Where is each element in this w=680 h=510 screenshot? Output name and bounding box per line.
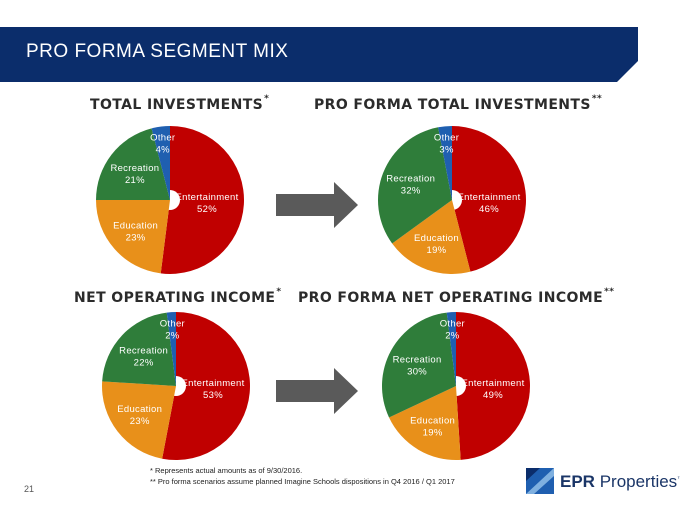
- chart-title-mark: **: [604, 287, 615, 297]
- arrow-right-icon: [276, 182, 358, 228]
- epr-properties-logo: EPR Properties™: [526, 468, 680, 494]
- slide-title: PRO FORMA SEGMENT MIX: [26, 41, 289, 62]
- slice-category-label: Recreation: [110, 163, 159, 174]
- slice-value-label: 2%: [165, 330, 180, 341]
- slice-category-label: Entertainment: [175, 192, 238, 203]
- slice-category-label: Education: [117, 404, 162, 415]
- chart-title-total-investments: TOTAL INVESTMENTS*: [90, 94, 270, 113]
- chart-title-mark: *: [276, 287, 282, 297]
- footnotes: * Represents actual amounts as of 9/30/2…: [150, 465, 455, 487]
- pie-slice-entertainment: [162, 312, 250, 460]
- slice-category-label: Entertainment: [461, 378, 524, 389]
- chart-title-text: TOTAL INVESTMENTS: [90, 97, 264, 113]
- slice-value-label: 53%: [203, 390, 223, 401]
- logo-tm: ™: [677, 476, 680, 482]
- slice-value-label: 52%: [197, 204, 217, 215]
- pie-slice-recreation: [102, 312, 176, 386]
- chart-title-pro-forma-net-operating-income: PRO FORMA NET OPERATING INCOME**: [298, 287, 615, 306]
- slice-value-label: 23%: [130, 416, 150, 427]
- footnote-2: ** Pro forma scenarios assume planned Im…: [150, 477, 455, 486]
- slice-category-label: Other: [434, 133, 459, 144]
- slice-category-label: Recreation: [386, 174, 435, 185]
- slice-category-label: Other: [150, 133, 175, 144]
- pie-slice-entertainment: [160, 126, 244, 274]
- pie-slice-other: [446, 312, 456, 386]
- logo-mark-icon: [526, 468, 554, 494]
- slice-value-label: 4%: [156, 145, 171, 156]
- chart-title-net-operating-income: NET OPERATING INCOME*: [74, 287, 282, 306]
- chart-title-mark: **: [591, 94, 603, 104]
- slice-category-label: Education: [113, 220, 158, 231]
- arrow-right-icon: [276, 368, 358, 414]
- slice-value-label: 46%: [479, 204, 499, 215]
- slice-value-label: 32%: [401, 186, 421, 197]
- slice-value-label: 49%: [483, 390, 503, 401]
- pie-slice-recreation: [378, 127, 452, 244]
- slice-value-label: 2%: [445, 330, 460, 341]
- pie-slice-entertainment: [456, 312, 530, 460]
- chart-title-text: NET OPERATING INCOME: [74, 290, 276, 306]
- logo-bold: EPR: [560, 472, 595, 491]
- footnote-1: * Represents actual amounts as of 9/30/2…: [150, 466, 303, 475]
- slice-category-label: Entertainment: [457, 192, 520, 203]
- slice-category-label: Education: [410, 415, 455, 426]
- logo-rest: Properties: [594, 472, 678, 491]
- title-banner: PRO FORMA SEGMENT MIX: [0, 27, 638, 82]
- slice-value-label: 21%: [125, 175, 145, 186]
- slice-value-label: 19%: [426, 245, 446, 256]
- slice-value-label: 30%: [407, 367, 427, 378]
- slice-value-label: 3%: [439, 145, 454, 156]
- pie-slice-other: [151, 126, 170, 200]
- page-number: 21: [24, 484, 35, 494]
- slice-category-label: Education: [414, 233, 459, 244]
- chart-title-mark: *: [264, 94, 270, 104]
- pie-slice-education: [102, 381, 176, 459]
- slice-category-label: Recreation: [393, 355, 442, 366]
- slice-value-label: 23%: [126, 232, 146, 243]
- pie-slice-recreation: [382, 312, 456, 418]
- slice-value-label: 22%: [134, 358, 154, 369]
- slice-category-label: Other: [160, 318, 185, 329]
- chart-title-pro-forma-total-investments: PRO FORMA TOTAL INVESTMENTS**: [314, 94, 603, 113]
- chart-title-text: PRO FORMA TOTAL INVESTMENTS: [314, 97, 591, 113]
- pie-slice-other: [166, 312, 176, 386]
- slice-category-label: Other: [440, 318, 465, 329]
- pie-slice-other: [438, 126, 452, 200]
- pie-slice-education: [392, 200, 471, 274]
- logo-wordmark: EPR Properties™: [560, 472, 680, 492]
- slice-category-label: Recreation: [119, 346, 168, 357]
- banner-shape: [0, 27, 638, 82]
- chart-title-text: PRO FORMA NET OPERATING INCOME: [298, 290, 604, 306]
- slice-category-label: Entertainment: [181, 378, 244, 389]
- pie-slice-entertainment: [452, 126, 526, 272]
- pie-slice-education: [389, 386, 461, 460]
- pie-slice-recreation: [96, 128, 170, 200]
- pie-slice-education: [96, 200, 170, 274]
- slice-value-label: 19%: [423, 427, 443, 438]
